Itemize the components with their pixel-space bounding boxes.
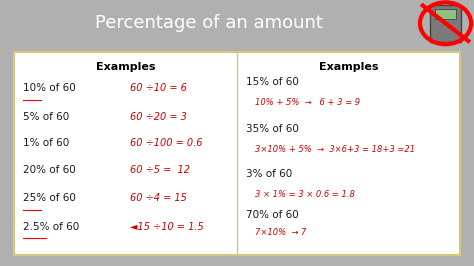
Text: Percentage of an amount: Percentage of an amount <box>95 14 322 32</box>
Text: Examples: Examples <box>96 62 155 72</box>
Text: 3×10% + 5%  →  3×6+3 = 18+3 =21: 3×10% + 5% → 3×6+3 = 18+3 =21 <box>255 145 415 154</box>
Text: 60 ÷100 = 0.6: 60 ÷100 = 0.6 <box>130 138 202 148</box>
FancyBboxPatch shape <box>435 9 456 19</box>
Text: 7×10%  → 7: 7×10% → 7 <box>255 228 306 238</box>
Text: 60 ÷10 = 6: 60 ÷10 = 6 <box>130 84 187 93</box>
FancyBboxPatch shape <box>430 5 461 42</box>
Text: 1% of 60: 1% of 60 <box>23 138 69 148</box>
Text: 60 ÷5 =  12: 60 ÷5 = 12 <box>130 165 190 175</box>
Text: 2.5% of 60: 2.5% of 60 <box>23 222 79 232</box>
Text: 3% of 60: 3% of 60 <box>246 169 292 179</box>
Text: 60 ÷4 = 15: 60 ÷4 = 15 <box>130 193 187 203</box>
Text: 35% of 60: 35% of 60 <box>246 124 299 134</box>
Text: 20% of 60: 20% of 60 <box>23 165 76 175</box>
Text: 70% of 60: 70% of 60 <box>246 210 299 220</box>
Text: 5% of 60: 5% of 60 <box>23 112 69 122</box>
Text: Examples: Examples <box>319 62 378 72</box>
Text: ◄15 ÷10 = 1.5: ◄15 ÷10 = 1.5 <box>130 222 204 232</box>
FancyBboxPatch shape <box>14 52 460 255</box>
Text: 3 × 1% = 3 × 0.6 = 1.8: 3 × 1% = 3 × 0.6 = 1.8 <box>255 190 355 199</box>
Text: 25% of 60: 25% of 60 <box>23 193 76 203</box>
Text: 10% + 5%  →   6 + 3 = 9: 10% + 5% → 6 + 3 = 9 <box>255 98 360 107</box>
Text: 10% of 60: 10% of 60 <box>23 84 76 93</box>
Text: 60 ÷20 = 3: 60 ÷20 = 3 <box>130 112 187 122</box>
Text: 15% of 60: 15% of 60 <box>246 77 299 88</box>
